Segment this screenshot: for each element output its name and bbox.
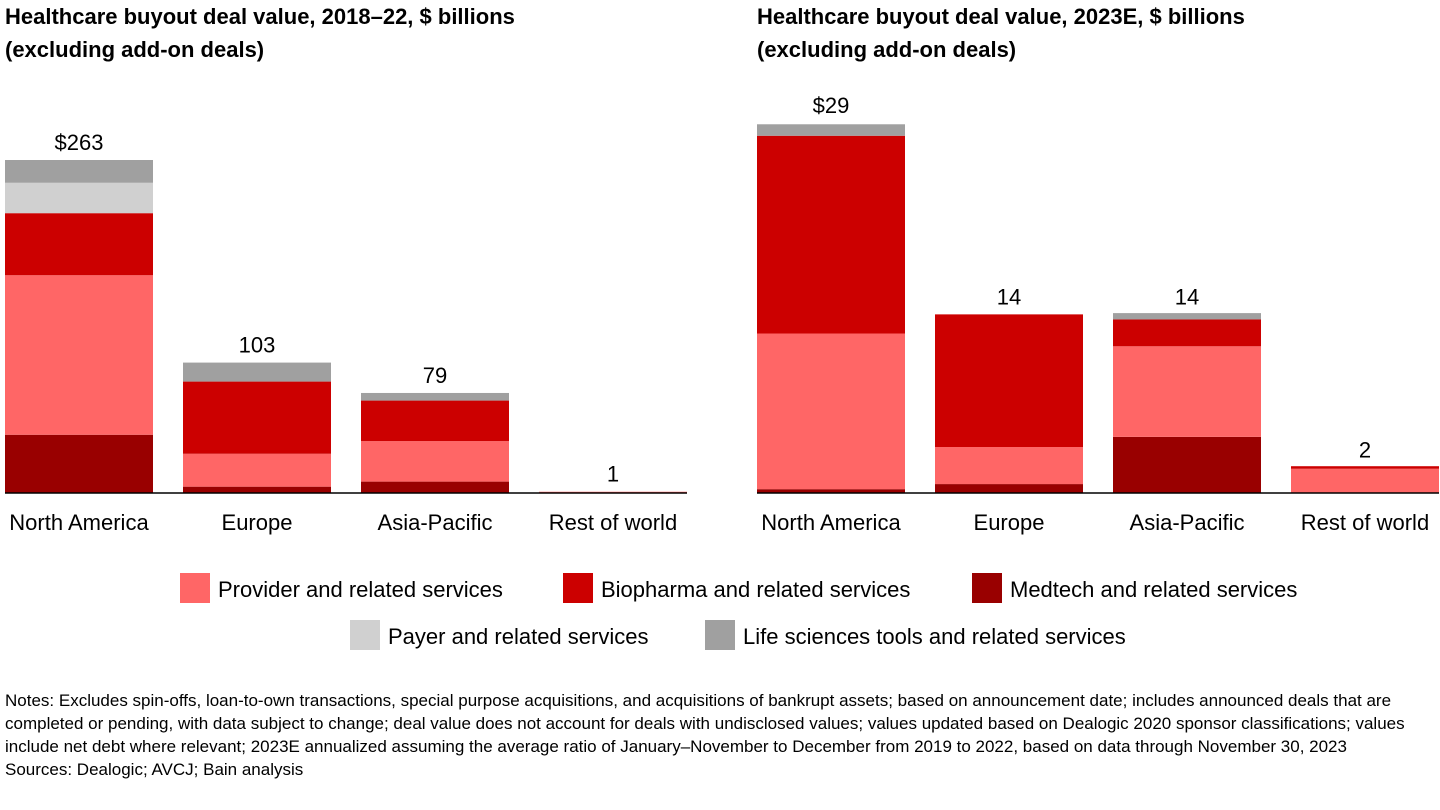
notes: Notes: Excludes spin-offs, loan-to-own t…	[5, 691, 1405, 756]
bar-segment	[5, 213, 153, 276]
chart-title: Healthcare buyout deal value, 2018–22, $…	[5, 4, 515, 29]
legend-label: Life sciences tools and related services	[743, 624, 1126, 649]
bar-segment	[361, 481, 509, 493]
legend-label: Payer and related services	[388, 624, 648, 649]
bar-segment	[935, 314, 1083, 448]
bar-segment	[183, 362, 331, 382]
bar-segment	[183, 453, 331, 487]
legend-label: Provider and related services	[218, 577, 503, 602]
bar-segment	[5, 160, 153, 183]
bar-segment	[935, 447, 1083, 485]
legend-swatch	[972, 573, 1002, 603]
chart-subtitle: (excluding add-on deals)	[5, 37, 264, 62]
total-label: 79	[423, 363, 447, 388]
bar-segment	[757, 135, 905, 334]
x-tick-label: Asia-Pacific	[1130, 510, 1245, 535]
total-label: 1	[607, 462, 619, 487]
chart-subtitle: (excluding add-on deals)	[757, 37, 1016, 62]
x-tick-label: Rest of world	[1301, 510, 1429, 535]
bar-segment	[5, 434, 153, 493]
total-label: 14	[1175, 284, 1199, 309]
x-tick-label: Europe	[222, 510, 293, 535]
x-tick-label: North America	[9, 510, 149, 535]
x-tick-label: Asia-Pacific	[378, 510, 493, 535]
x-tick-label: Rest of world	[549, 510, 677, 535]
bar-segment	[5, 275, 153, 435]
bar-segment	[1113, 436, 1261, 493]
bar-segment	[757, 489, 905, 493]
legend-swatch	[563, 573, 593, 603]
bar-segment	[361, 441, 509, 482]
sources: Sources: Dealogic; AVCJ; Bain analysis	[5, 760, 304, 779]
bar-segment	[5, 182, 153, 214]
bar-segment	[361, 400, 509, 442]
notes-block: Notes: Excludes spin-offs, loan-to-own t…	[5, 689, 1425, 781]
bar-segment	[183, 381, 331, 454]
x-tick-label: Europe	[974, 510, 1045, 535]
bar-segment	[1291, 466, 1439, 469]
bar-segment	[757, 333, 905, 490]
chart: Healthcare buyout deal value, 2018–22, $…	[5, 4, 1439, 650]
x-tick-label: North America	[761, 510, 901, 535]
legend-swatch	[180, 573, 210, 603]
bar-segment	[757, 124, 905, 136]
total-label: 14	[997, 284, 1021, 309]
bar-segment	[1113, 313, 1261, 320]
total-label: 2	[1359, 437, 1371, 462]
total-label: 103	[239, 333, 276, 358]
bar-segment	[935, 484, 1083, 493]
legend-swatch	[350, 620, 380, 650]
legend-label: Biopharma and related services	[601, 577, 910, 602]
bar-segment	[1291, 468, 1439, 493]
legend-swatch	[705, 620, 735, 650]
total-label: $263	[55, 130, 104, 155]
bar-segment	[361, 392, 509, 401]
bar-segment	[1113, 319, 1261, 347]
total-label: $29	[813, 93, 850, 118]
bar-segment	[183, 486, 331, 493]
chart-title: Healthcare buyout deal value, 2023E, $ b…	[757, 4, 1245, 29]
legend-label: Medtech and related services	[1010, 577, 1297, 602]
bar-segment	[1113, 346, 1261, 437]
